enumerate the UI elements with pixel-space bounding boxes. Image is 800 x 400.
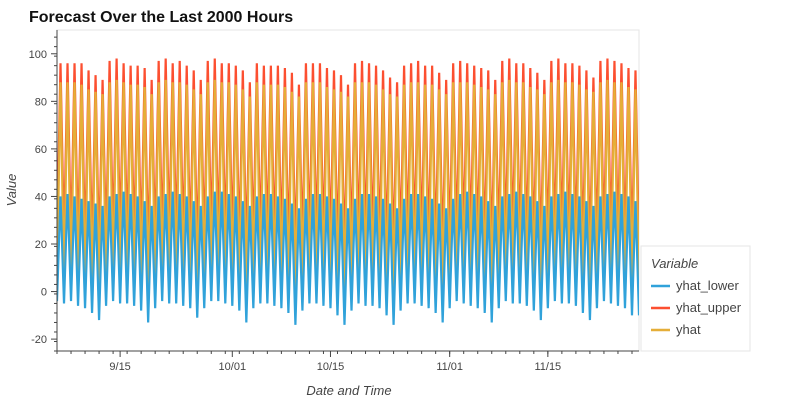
legend-label: yhat_lower: [676, 278, 740, 293]
x-tick-label: 11/01: [436, 361, 463, 373]
x-ticks: 9/15 10/01 10/15 11/01 11/15: [56, 351, 633, 373]
y-tick-label: 60: [35, 144, 47, 156]
legend-label: yhat_upper: [676, 300, 742, 315]
x-tick-label: 10/01: [219, 361, 247, 373]
y-axis-label: Value: [4, 174, 19, 207]
y-tick-label: 20: [35, 239, 47, 251]
x-tick-label: 11/15: [534, 361, 561, 373]
x-tick-label: 9/15: [109, 361, 130, 373]
x-tick-label: 10/15: [317, 361, 345, 373]
y-tick-label: -20: [31, 334, 47, 346]
x-axis-label: Date and Time: [306, 383, 391, 398]
y-tick-label: 80: [35, 96, 47, 108]
y-tick-label: 40: [35, 191, 47, 203]
y-tick-label: 0: [41, 287, 47, 299]
series-line-yhat-lower: [57, 191, 639, 325]
chart-title: Forecast Over the Last 2000 Hours: [29, 9, 293, 26]
y-tick-label: 100: [29, 49, 47, 61]
series-line-yhat: [57, 79, 639, 294]
y-ticks: -20 0 20 40 60 80 100: [29, 36, 57, 352]
legend-box: [640, 245, 751, 352]
series-layer: [57, 58, 639, 325]
axes: [56, 30, 639, 352]
legend-title: Variable: [651, 256, 698, 271]
legend-label: yhat: [676, 322, 701, 337]
